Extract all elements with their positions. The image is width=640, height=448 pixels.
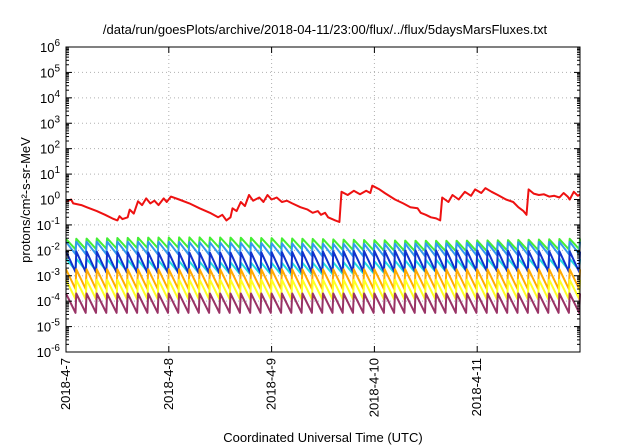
y-tick-label: 100: [40, 191, 60, 208]
y-tick-label: 10-6: [37, 343, 61, 360]
series-line: [65, 249, 581, 275]
y-axis: 10-6 10-5 10-4 10-3 10-2 10-1 100 101 102 103 104 1…: [37, 38, 580, 360]
y-axis-label: protons/cm²-s-sr-MeV: [18, 137, 33, 263]
x-axis-label: Coordinated Universal Time (UTC): [223, 430, 422, 445]
x-axis: 2018-4-7 2018-4-8 2018-4-9 2018-4-10 2018-4-…: [58, 47, 484, 417]
series-line: [65, 184, 581, 223]
series-layer: [65, 184, 581, 314]
x-tick-label: 2018-4-7: [58, 358, 73, 410]
x-tick-label: 2018-4-8: [161, 358, 176, 410]
y-tick-label: 106: [40, 38, 60, 55]
y-tick-label: 103: [40, 114, 60, 131]
series-line: [65, 292, 581, 314]
y-tick-label: 10-5: [37, 318, 61, 335]
chart-title: /data/run/goesPlots/archive/2018-04-11/2…: [103, 22, 548, 37]
y-tick-label: 102: [40, 140, 60, 157]
x-tick-label: 2018-4-10: [366, 358, 381, 417]
x-tick-label: 2018-4-9: [264, 358, 279, 410]
y-tick-label: 10-1: [37, 216, 61, 233]
y-tick-label: 10-4: [37, 292, 61, 309]
y-tick-label: 105: [40, 63, 60, 80]
y-tick-label: 104: [40, 89, 60, 106]
x-tick-label: 2018-4-11: [469, 358, 484, 416]
y-tick-label: 10-2: [37, 241, 61, 258]
y-tick-label: 101: [40, 165, 60, 182]
y-tick-label: 10-3: [37, 267, 61, 284]
